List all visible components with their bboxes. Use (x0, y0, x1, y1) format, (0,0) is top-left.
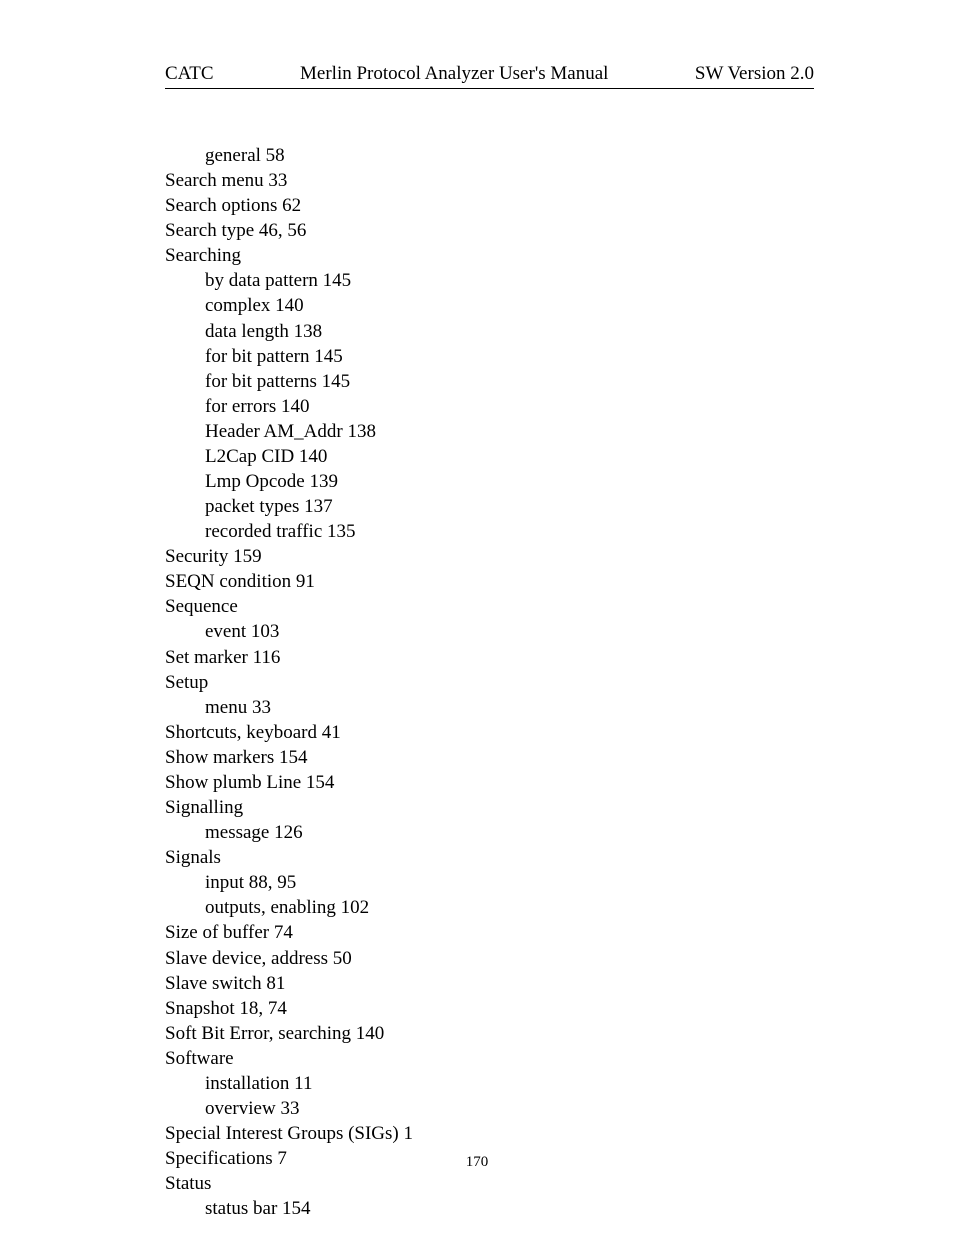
index-entry: Software (165, 1046, 814, 1071)
index-entry: Search type 46, 56 (165, 218, 814, 243)
index-entry: Searching (165, 243, 814, 268)
index-entry: for bit patterns 145 (165, 369, 814, 394)
index-entry: overview 33 (165, 1096, 814, 1121)
header-left: CATC (165, 63, 214, 85)
index-entry: Status (165, 1171, 814, 1196)
index-entry: Security 159 (165, 544, 814, 569)
index-entry: Sequence (165, 594, 814, 619)
page-header: CATC Merlin Protocol Analyzer User's Man… (165, 63, 814, 89)
page-number: 170 (0, 1154, 954, 1171)
index-entry: Search menu 33 (165, 168, 814, 193)
index-entry: L2Cap CID 140 (165, 444, 814, 469)
index-entry: Slave device, address 50 (165, 946, 814, 971)
header-right: SW Version 2.0 (695, 63, 814, 85)
index-entry: input 88, 95 (165, 870, 814, 895)
index-entry: event 103 (165, 619, 814, 644)
index-entry: packet types 137 (165, 494, 814, 519)
index-entry: Signalling (165, 795, 814, 820)
index-entry: data length 138 (165, 319, 814, 344)
index-entry: Show markers 154 (165, 745, 814, 770)
index-entry: installation 11 (165, 1071, 814, 1096)
index-entry: recorded traffic 135 (165, 519, 814, 544)
index-entry: Shortcuts, keyboard 41 (165, 720, 814, 745)
index-entry: complex 140 (165, 293, 814, 318)
index-entry: status bar 154 (165, 1196, 814, 1221)
index-content: general 58Search menu 33Search options 6… (165, 143, 814, 1221)
index-entry: for bit pattern 145 (165, 344, 814, 369)
index-entry: Set marker 116 (165, 645, 814, 670)
index-entry: for errors 140 (165, 394, 814, 419)
index-entry: Setup (165, 670, 814, 695)
index-entry: Special Interest Groups (SIGs) 1 (165, 1121, 814, 1146)
index-entry: Signals (165, 845, 814, 870)
index-entry: Header AM_Addr 138 (165, 419, 814, 444)
index-entry: Slave switch 81 (165, 971, 814, 996)
index-entry: Snapshot 18, 74 (165, 996, 814, 1021)
index-entry: by data pattern 145 (165, 268, 814, 293)
index-entry: message 126 (165, 820, 814, 845)
index-entry: Show plumb Line 154 (165, 770, 814, 795)
document-page: CATC Merlin Protocol Analyzer User's Man… (0, 0, 954, 1221)
index-entry: Size of buffer 74 (165, 920, 814, 945)
index-entry: SEQN condition 91 (165, 569, 814, 594)
index-entry: Search options 62 (165, 193, 814, 218)
index-entry: general 58 (165, 143, 814, 168)
index-entry: Soft Bit Error, searching 140 (165, 1021, 814, 1046)
index-entry: outputs, enabling 102 (165, 895, 814, 920)
header-center: Merlin Protocol Analyzer User's Manual (300, 63, 608, 85)
index-entry: menu 33 (165, 695, 814, 720)
index-entry: Lmp Opcode 139 (165, 469, 814, 494)
